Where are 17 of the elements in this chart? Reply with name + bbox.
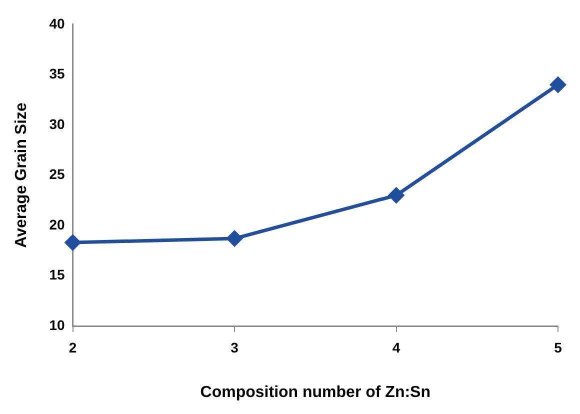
x-tick-label: 3 [230, 339, 239, 356]
y-tick-label: 30 [49, 116, 65, 132]
point [65, 234, 81, 250]
y-tick-label: 10 [49, 316, 65, 333]
y-tick-label: 15 [49, 266, 65, 283]
x-tick-label: 2 [68, 339, 77, 356]
y-tick-label: 40 [49, 15, 65, 32]
x-axis-title: Composition number of Zn:Sn [200, 384, 430, 401]
x-tick-label: 4 [392, 339, 400, 356]
point [226, 230, 242, 246]
y-tick-label: 20 [49, 216, 65, 232]
x-tick-label: 5 [554, 339, 562, 356]
y-tick-label: 35 [49, 66, 65, 82]
point [550, 76, 566, 92]
y-axis-title: Average Grain Size [13, 102, 30, 248]
y-tick-label: 25 [49, 166, 65, 182]
point [388, 188, 404, 204]
